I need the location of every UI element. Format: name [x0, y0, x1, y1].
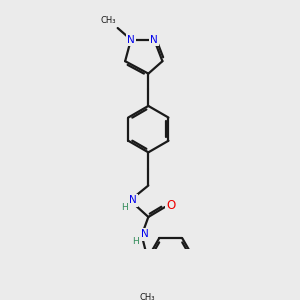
Text: CH₃: CH₃ [140, 293, 155, 300]
Text: O: O [166, 199, 175, 212]
Text: N: N [127, 34, 135, 45]
Text: H: H [121, 202, 128, 211]
Text: H: H [133, 237, 139, 246]
Text: N: N [141, 230, 149, 239]
Text: N: N [150, 34, 158, 45]
Text: CH₃: CH₃ [100, 16, 116, 25]
Text: N: N [129, 195, 136, 206]
